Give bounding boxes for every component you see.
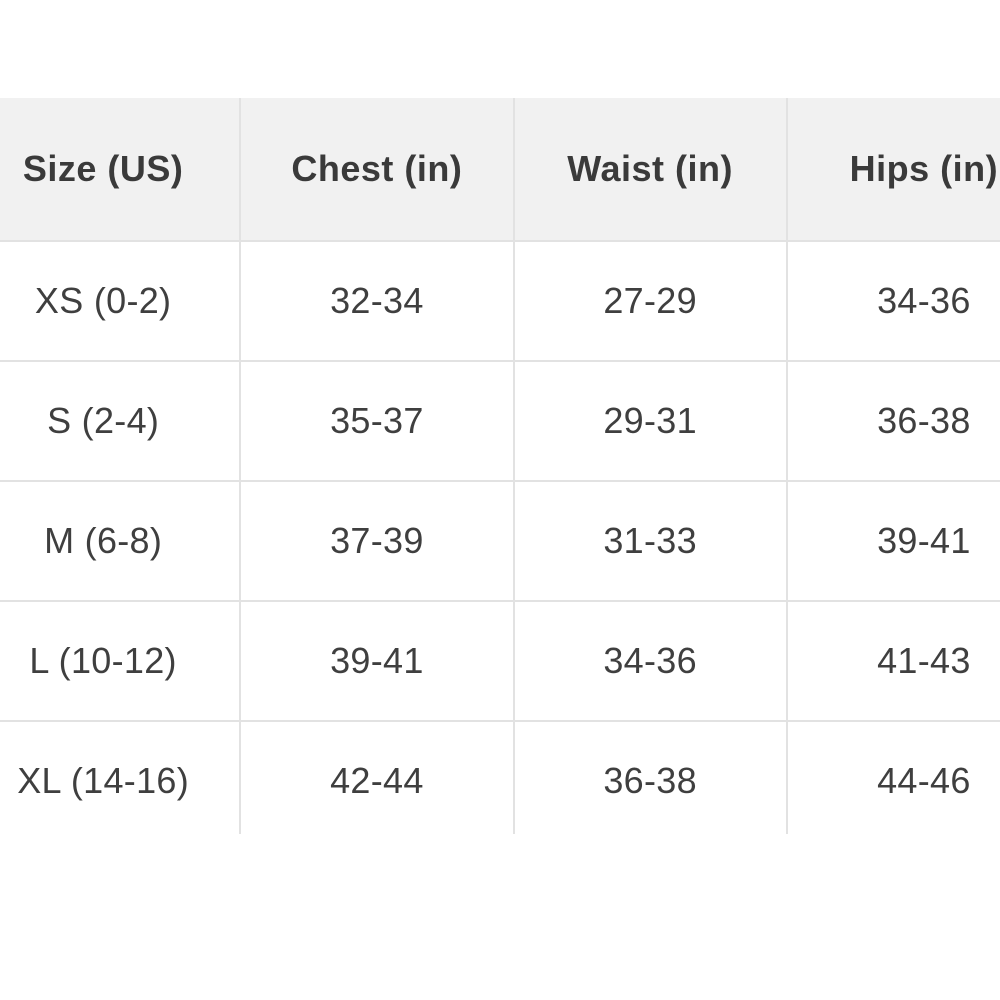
cell-chest: 37-39 <box>239 480 515 602</box>
cell-size: L (10-12) <box>0 600 242 722</box>
cell-waist: 27-29 <box>512 240 788 362</box>
cell-size: M (6-8) <box>0 480 242 602</box>
cell-waist: 36-38 <box>512 720 788 834</box>
column-header-chest: Chest (in) <box>239 98 515 242</box>
table-row-l: L (10-12) 39-41 34-36 41-43 <box>0 600 1000 722</box>
cell-waist: 29-31 <box>512 360 788 482</box>
column-header-size: Size (US) <box>0 98 242 242</box>
cell-hips: 41-43 <box>785 600 1000 722</box>
cell-hips: 44-46 <box>785 720 1000 834</box>
cell-waist: 31-33 <box>512 480 788 602</box>
table-row-m: M (6-8) 37-39 31-33 39-41 <box>0 480 1000 602</box>
column-header-waist: Waist (in) <box>512 98 788 242</box>
cell-hips: 34-36 <box>785 240 1000 362</box>
cell-chest: 42-44 <box>239 720 515 834</box>
cell-hips: 36-38 <box>785 360 1000 482</box>
cell-size: S (2-4) <box>0 360 242 482</box>
cell-chest: 32-34 <box>239 240 515 362</box>
cell-waist: 34-36 <box>512 600 788 722</box>
table-row-xl: XL (14-16) 42-44 36-38 44-46 <box>0 720 1000 834</box>
column-header-hips: Hips (in) <box>785 98 1000 242</box>
table-row-xs: XS (0-2) 32-34 27-29 34-36 <box>0 240 1000 362</box>
size-chart-table: Size (US) Chest (in) Waist (in) Hips (in… <box>0 98 1000 834</box>
cell-chest: 39-41 <box>239 600 515 722</box>
header-row: Size (US) Chest (in) Waist (in) Hips (in… <box>0 98 1000 242</box>
cell-size: XL (14-16) <box>0 720 242 834</box>
cell-hips: 39-41 <box>785 480 1000 602</box>
size-chart-table-container: Size (US) Chest (in) Waist (in) Hips (in… <box>0 98 1000 834</box>
table-row-s: S (2-4) 35-37 29-31 36-38 <box>0 360 1000 482</box>
cell-size: XS (0-2) <box>0 240 242 362</box>
cell-chest: 35-37 <box>239 360 515 482</box>
